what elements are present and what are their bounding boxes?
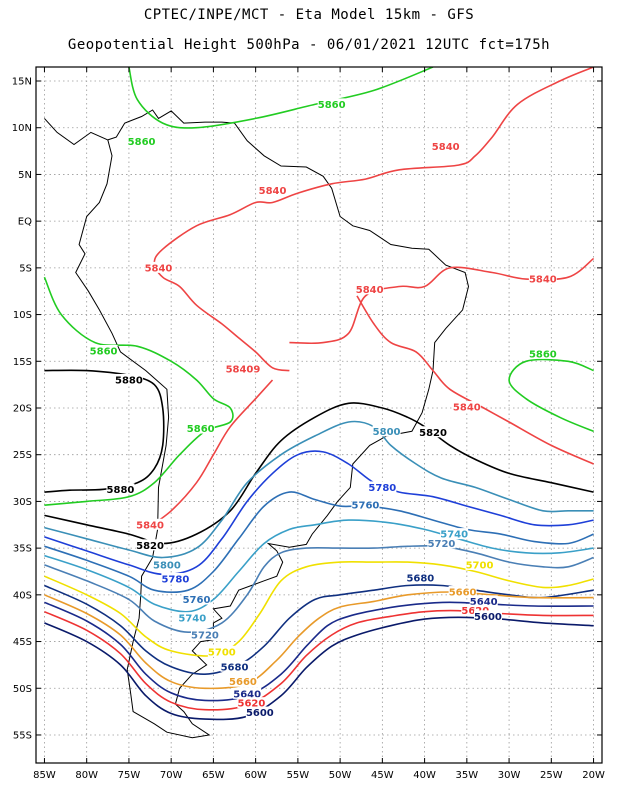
lat-tick-label: 15N bbox=[12, 77, 32, 88]
contour-label-38: 5600 bbox=[246, 708, 274, 719]
lat-tick-label: 20S bbox=[13, 403, 32, 414]
lat-tick-label: 25S bbox=[13, 450, 32, 461]
lon-tick-label: 20W bbox=[582, 770, 605, 781]
contour-label-1: 5860 bbox=[128, 137, 156, 148]
lon-tick-label: 45W bbox=[371, 770, 394, 781]
contour-5840-2 bbox=[289, 257, 595, 345]
lon-tick-label: 35W bbox=[456, 770, 479, 781]
coastline-segment-0 bbox=[44, 118, 109, 146]
lat-tick-label: 10N bbox=[12, 123, 32, 134]
contour-5720-13 bbox=[44, 544, 594, 634]
contour-label-27: 5640 bbox=[470, 597, 498, 608]
contour-label-11: 5840 bbox=[453, 403, 481, 414]
lon-tick-label: 80W bbox=[75, 770, 98, 781]
contour-5660-16 bbox=[44, 591, 594, 690]
lat-tick-label: 50S bbox=[13, 684, 32, 695]
contour-5840-7 bbox=[145, 379, 274, 531]
contour-label-31: 5740 bbox=[178, 614, 206, 625]
lat-tick-label: 40S bbox=[13, 590, 32, 601]
contour-label-3: 5840 bbox=[259, 186, 287, 197]
plot-frame bbox=[35, 66, 603, 764]
lat-tick-label: EQ bbox=[18, 217, 32, 228]
contour-label-13: 5800 bbox=[373, 427, 401, 438]
lat-tick-label: 15S bbox=[13, 357, 32, 368]
contour-5740-12 bbox=[44, 519, 594, 613]
contour-label-10: 5860 bbox=[529, 349, 557, 360]
contour-label-19: 5740 bbox=[440, 530, 468, 541]
contour-5880-6 bbox=[44, 369, 165, 493]
lon-tick-label: 65W bbox=[202, 770, 225, 781]
contour-lines bbox=[43, 67, 595, 721]
contour-5680-15 bbox=[44, 584, 594, 676]
contour-5780-10 bbox=[44, 450, 594, 576]
contour-label-35: 5660 bbox=[229, 677, 257, 688]
lat-tick-label: 30S bbox=[13, 497, 32, 508]
contour-label-12: 5860 bbox=[187, 424, 215, 435]
contour-label-28: 5760 bbox=[183, 595, 211, 606]
lat-tick-label: 55S bbox=[13, 730, 32, 741]
contour-label-9: 58409 bbox=[226, 364, 261, 375]
contour-5840-1 bbox=[153, 67, 594, 372]
contour-label-18: 5840 bbox=[136, 520, 164, 531]
title-line-1: CPTEC/INPE/MCT - Eta Model 15km - GFS bbox=[143, 7, 475, 23]
contour-label-37: 5620 bbox=[237, 699, 265, 710]
coastline bbox=[44, 109, 470, 739]
lat-tick-label: 10S bbox=[13, 310, 32, 321]
contour-label-33: 5700 bbox=[208, 647, 236, 658]
contour-label-34: 5680 bbox=[221, 662, 249, 673]
title-line-2: Geopotential Height 500hPa - 06/01/2021 … bbox=[67, 37, 551, 53]
lat-tick-label: 5N bbox=[18, 170, 32, 181]
lat-tick-label: 5S bbox=[19, 263, 32, 274]
contour-label-7: 5860 bbox=[90, 347, 118, 358]
contour-label-4: 5840 bbox=[145, 263, 173, 274]
lon-tick-label: 85W bbox=[33, 770, 56, 781]
contour-label-32: 5720 bbox=[191, 631, 219, 642]
contour-label-6: 5840 bbox=[529, 275, 557, 286]
contour-label-36: 5640 bbox=[233, 689, 261, 700]
contour-label-23: 5800 bbox=[153, 560, 181, 571]
lon-tick-label: 60W bbox=[244, 770, 267, 781]
contour-label-30: 5600 bbox=[474, 612, 502, 623]
lon-tick-label: 75W bbox=[118, 770, 141, 781]
contour-5700-14 bbox=[44, 560, 594, 657]
contour-label-14: 5820 bbox=[419, 428, 447, 439]
contour-5840-3 bbox=[356, 295, 594, 465]
contour-label-15: 5880 bbox=[107, 485, 135, 496]
contour-5860-5 bbox=[508, 358, 594, 433]
contour-label-16: 5780 bbox=[368, 483, 396, 494]
contour-label-0: 5860 bbox=[318, 100, 346, 111]
contour-5600-19 bbox=[44, 616, 594, 721]
contour-labels: 5860 5860 5840 5840 5840 5840 5840 5860 5880 5840… bbox=[89, 98, 557, 719]
axis-ticks: 15N 10N 5N EQ 5S 10S 15S 20S 25S 30S 35S 40S 45S 50S 5… bbox=[12, 67, 605, 781]
contour-label-20: 5720 bbox=[428, 539, 456, 550]
contour-5800-9 bbox=[44, 420, 594, 559]
lon-tick-label: 25W bbox=[540, 770, 563, 781]
contour-label-8: 5880 bbox=[115, 375, 143, 386]
contour-label-5: 5840 bbox=[356, 285, 384, 296]
lon-tick-label: 55W bbox=[287, 770, 310, 781]
contour-5860-0 bbox=[128, 67, 434, 129]
lon-tick-label: 30W bbox=[498, 770, 521, 781]
contour-label-24: 5680 bbox=[406, 574, 434, 585]
contour-label-2: 5840 bbox=[432, 142, 460, 153]
grid-lines bbox=[36, 67, 602, 763]
contour-label-17: 5760 bbox=[352, 501, 380, 512]
lon-tick-label: 40W bbox=[413, 770, 436, 781]
coastline-segment-1 bbox=[75, 109, 470, 739]
contour-5640-17 bbox=[44, 601, 594, 702]
lon-tick-label: 70W bbox=[160, 770, 183, 781]
contour-label-25: 5780 bbox=[161, 574, 189, 585]
contour-label-26: 5660 bbox=[449, 588, 477, 599]
contour-5620-18 bbox=[44, 609, 594, 711]
contour-label-21: 5820 bbox=[136, 541, 164, 552]
contour-label-22: 5700 bbox=[466, 560, 494, 571]
lat-tick-label: 35S bbox=[13, 544, 32, 555]
lon-tick-label: 50W bbox=[329, 770, 352, 781]
contour-5760-11 bbox=[44, 491, 594, 594]
lat-tick-label: 45S bbox=[13, 637, 32, 648]
